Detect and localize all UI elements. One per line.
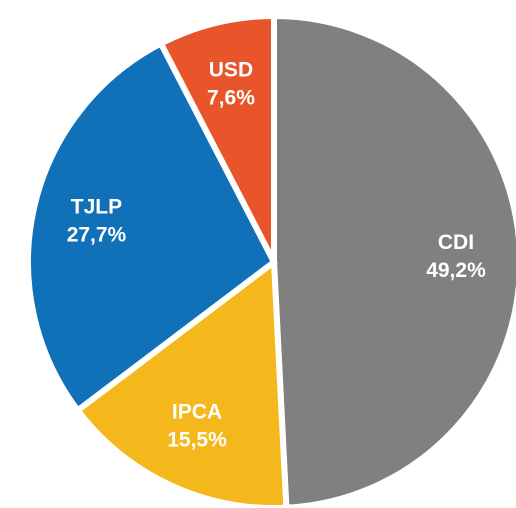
slice-label: IPCA	[172, 401, 222, 424]
slice-value: 15,5%	[167, 429, 227, 452]
slice-value: 7,6%	[207, 87, 255, 110]
slice-label: CDI	[438, 231, 474, 254]
pie-slice	[156, 12, 277, 264]
slice-label: TJLP	[71, 195, 122, 218]
pie-slice	[25, 39, 278, 415]
pie-slice	[271, 12, 516, 508]
slice-label: USD	[209, 59, 253, 82]
slice-value: 49,2%	[426, 259, 486, 282]
slice-value: 27,7%	[67, 223, 127, 246]
